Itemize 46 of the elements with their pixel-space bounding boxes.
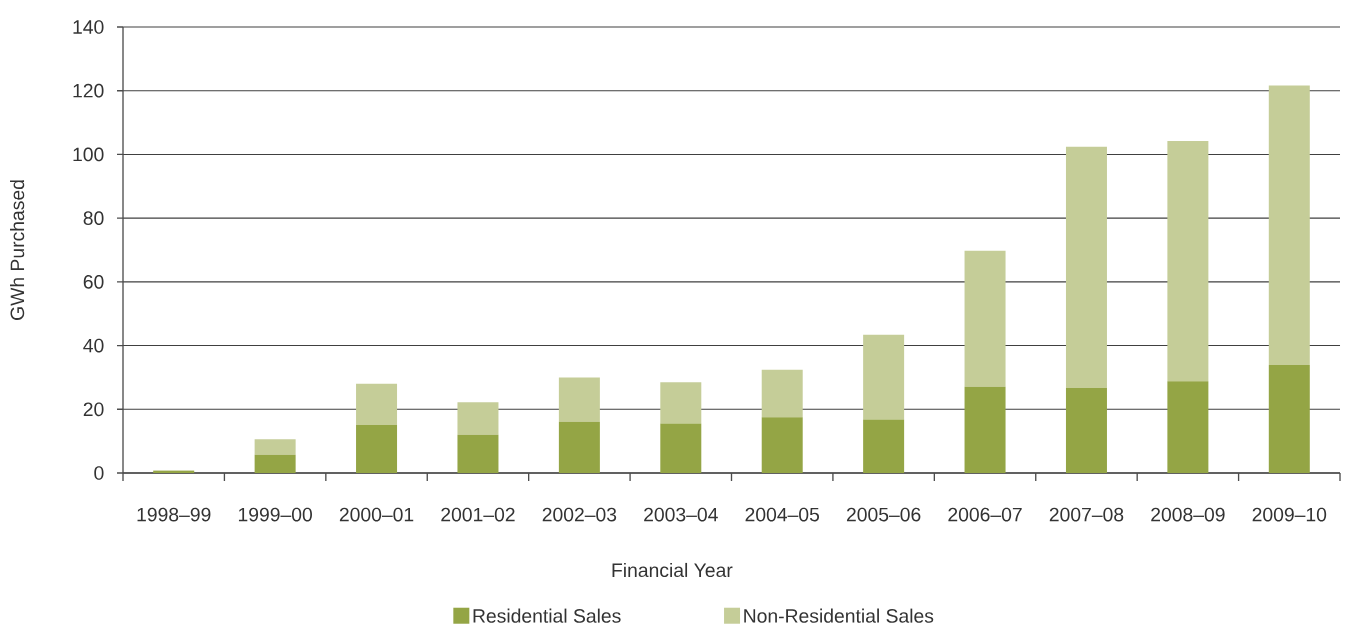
bar	[254, 439, 296, 455]
bar	[964, 386, 1006, 473]
legend-label: Residential Sales	[473, 608, 621, 623]
bar	[558, 377, 600, 422]
x-tick-label: 2006–07	[948, 507, 1022, 522]
bar	[1268, 365, 1310, 473]
bar	[1268, 85, 1310, 366]
bar	[761, 369, 803, 418]
bar	[356, 383, 398, 425]
y-tick-label: 40	[83, 338, 104, 353]
y-tick-label: 120	[73, 83, 104, 98]
x-tick-label: 2003–04	[644, 507, 718, 522]
x-tick-label: 2005–06	[846, 507, 921, 522]
bar	[863, 419, 905, 473]
y-tick-label: 0	[94, 466, 104, 480]
bar	[356, 424, 398, 473]
x-tick-label: 2009–10	[1252, 507, 1327, 522]
x-tick-label: 2002–03	[542, 507, 617, 522]
bar	[660, 382, 702, 424]
bar	[1065, 387, 1107, 473]
x-axis-title: Financial Year	[612, 562, 733, 578]
x-tick-label: 2004–05	[745, 507, 820, 522]
x-tick-label: 1998–99	[137, 507, 211, 522]
legend-label: Non-Residential Sales	[744, 608, 934, 623]
bar	[457, 434, 499, 473]
x-tick-label: 2007–08	[1049, 507, 1124, 522]
y-tick-label: 80	[83, 211, 104, 225]
bar	[1167, 141, 1209, 382]
x-tick-label: 2000–01	[339, 507, 414, 522]
bar	[863, 334, 905, 420]
bar	[254, 454, 296, 473]
x-tick-label: 2008–09	[1151, 507, 1225, 522]
bar	[558, 421, 600, 473]
bar	[964, 250, 1006, 387]
x-tick-label: 2001–02	[441, 507, 515, 522]
y-tick-label: 100	[73, 147, 104, 162]
bar	[660, 423, 702, 473]
y-axis-title: GWh Purchased	[10, 180, 25, 320]
bar	[457, 402, 499, 435]
y-tick-label: 140	[73, 20, 104, 34]
y-tick-label: 60	[83, 275, 104, 289]
x-tick-label: 1999–00	[238, 507, 312, 522]
bar	[761, 417, 803, 473]
bar	[1065, 146, 1107, 388]
bar	[1167, 381, 1209, 473]
y-tick-label: 20	[83, 402, 104, 417]
